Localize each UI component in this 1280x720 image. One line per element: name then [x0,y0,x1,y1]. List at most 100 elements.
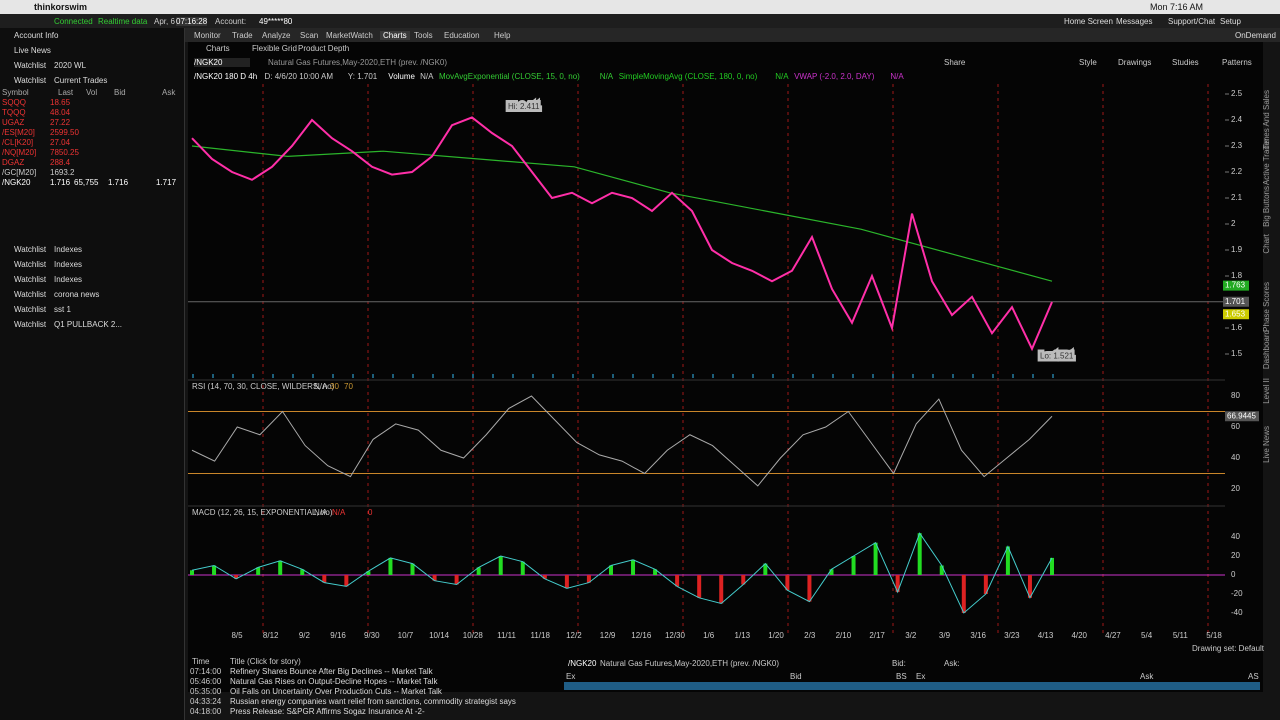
nav-tab[interactable]: Scan [300,31,319,40]
watchlist-cell[interactable]: /ES[M20] [2,128,35,137]
volume-bar [332,374,334,378]
nav-tab[interactable]: Education [444,31,480,40]
watchlist-name[interactable]: Indexes [54,275,83,284]
top-link[interactable]: Support/Chat [1168,17,1216,26]
side-tab[interactable]: Big Buttons [1262,186,1271,227]
x-tick-label: 10/7 [398,631,414,640]
macd-line [191,532,1053,614]
sub-tab[interactable]: Product Depth [298,44,350,53]
side-tab[interactable]: Dashboard [1262,330,1271,370]
top-link[interactable]: Home Screen [1064,17,1113,26]
macd-bar [608,565,613,575]
order-column: AS [1248,672,1259,681]
watchlist-name[interactable]: Indexes [54,260,83,269]
column-header: Last [58,88,74,97]
macd-bar [1005,546,1010,575]
order-symbol: /NGK20 [568,659,597,668]
watchlist-cell[interactable]: /NQ[M20] [2,148,37,157]
watchlist-cell[interactable]: UGAZ [2,118,25,127]
rsi-level: 70 [344,382,353,391]
symbol-box: /NGK20 [194,58,250,67]
volume-bar [312,374,314,378]
watchlist-cell[interactable]: SQQQ [2,98,27,107]
macd-bar [454,575,459,585]
macd-bar [741,575,746,585]
macd-bar [366,571,371,575]
nav-tab[interactable]: MarketWatch [326,31,373,40]
sidebar-section[interactable]: Live News [14,46,51,55]
side-tab[interactable]: Live News [1262,426,1271,463]
x-tick-label: 12/30 [665,631,686,640]
chart-tool[interactable]: Style [1079,58,1097,67]
chart-tool[interactable]: Patterns [1222,58,1252,67]
account: 49*****80 [259,17,293,26]
side-tab[interactable]: Level II [1262,378,1271,404]
x-tick-label: 3/9 [939,631,951,640]
nav-tab[interactable]: Monitor [194,31,221,40]
nav-tab[interactable]: Help [494,31,511,40]
volume-bar [492,374,494,378]
side-tab[interactable]: Active Trader [1262,138,1271,186]
top-link[interactable]: Setup [1220,17,1241,26]
news-cell[interactable]: Refinery Shares Bounce After Big Decline… [230,667,433,676]
news-cell[interactable]: Press Release: S&PGR Affirms Sogaz Insur… [230,707,425,716]
macd-title: MACD (12, 26, 15, EXPONENTIAL, no) [192,508,333,517]
side-tab[interactable]: Phase Scores [1262,282,1271,332]
macd-bar [542,575,547,579]
volume-bar [1032,374,1034,378]
watchlist-name[interactable]: sst 1 [54,305,71,314]
watchlist-name[interactable]: corona news [54,290,100,299]
nav-tab[interactable]: Trade [232,31,253,40]
ondemand[interactable]: OnDemand [1235,31,1276,40]
watchlist-name[interactable]: Q1 PULLBACK 2... [54,320,123,329]
watchlist-cell: 27.04 [50,138,71,147]
sub-tab[interactable]: Flexible Grid [252,44,297,53]
price-marker [1223,296,1249,307]
menubar [0,0,1280,14]
watchlist-cell[interactable]: /GC[M20] [2,168,37,177]
chart-tool[interactable]: Studies [1172,58,1199,67]
status: Connected [54,17,93,26]
x-tick-label: 9/30 [364,631,380,640]
watchlist-name[interactable]: Indexes [54,245,83,254]
macd-bar [697,575,702,598]
chart-tool[interactable]: Share [944,58,966,67]
sub-tab[interactable]: Charts [206,44,230,53]
macd-bar [212,565,217,575]
top-link[interactable]: Messages [1116,17,1153,26]
watchlist-name[interactable]: 2020 WL [54,61,87,70]
sidebar-section[interactable]: Account Info [14,31,59,40]
watchlist-name[interactable]: Current Trades [54,76,108,85]
macd-bar [586,575,591,583]
x-tick-label: 4/20 [1071,631,1087,640]
watchlist-cell: 1.717 [156,178,177,187]
macd-bar [498,556,503,575]
macd-bar [763,563,768,575]
volume-bar [452,374,454,378]
macd-bar [961,575,966,613]
x-tick-label: 4/27 [1105,631,1121,640]
nav-tab[interactable]: Charts [380,31,410,40]
news-cell[interactable]: Russian energy companies want relief fro… [230,697,516,706]
watchlist-cell[interactable]: DGAZ [2,158,25,167]
watchlist-cell[interactable]: TQQQ [2,108,26,117]
volume-bar [412,374,414,378]
watchlist-cell[interactable]: /NGK20 [2,178,31,187]
macd-na: N/A [314,508,328,517]
study-label: Volume [388,72,415,81]
x-tick-label: 5/11 [1173,631,1189,640]
study-label: SimpleMovingAvg (CLOSE, 180, 0, no) [618,72,758,81]
y-tick-label: 2.2 [1231,167,1243,176]
nav-tab[interactable]: Analyze [262,31,291,40]
nav-tab[interactable]: Tools [414,31,433,40]
macd-bar [190,570,194,575]
side-tab[interactable]: Chart [1262,234,1271,254]
x-tick-label: 5/18 [1206,631,1222,640]
y-tick-label: 40 [1231,532,1240,541]
chart-tool[interactable]: Drawings [1118,58,1152,67]
news-cell[interactable]: Oil Falls on Uncertainty Over Production… [230,687,442,696]
news-cell[interactable]: Natural Gas Rises on Output-Decline Hope… [230,677,438,686]
watchlist-cell[interactable]: /CL[K20] [2,138,34,147]
y-tick-label: 1.6 [1231,323,1243,332]
study-label: /NGK20 180 D 4h [194,72,258,81]
